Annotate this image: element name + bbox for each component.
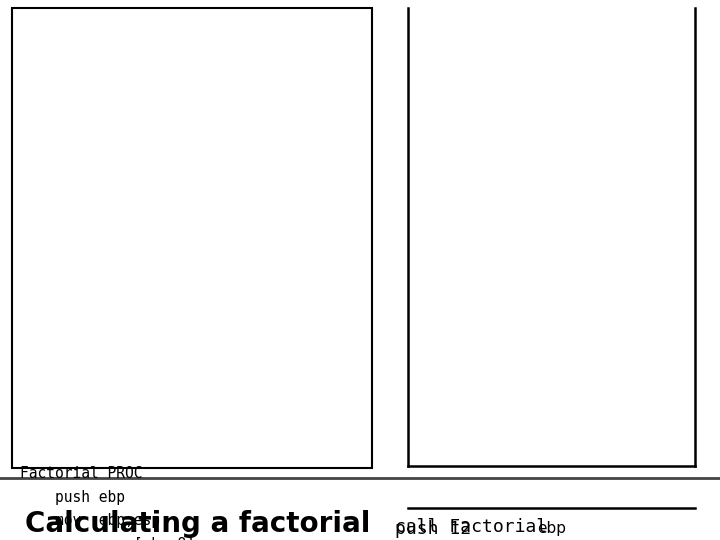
Text: mov  ebp,esp: mov ebp,esp: [20, 514, 160, 529]
Text: push 12: push 12: [395, 520, 471, 538]
Text: Factorial PROC: Factorial PROC: [20, 466, 143, 481]
Text: ebp: ebp: [537, 521, 566, 536]
Text: mov  eax,[ebp+8]: mov eax,[ebp+8]: [20, 537, 195, 540]
Text: call Factorial: call Factorial: [395, 518, 547, 536]
Text: push ebp: push ebp: [20, 490, 125, 505]
Bar: [12, 8, 372, 468]
Text: Calculating a factorial: Calculating a factorial: [25, 510, 371, 538]
